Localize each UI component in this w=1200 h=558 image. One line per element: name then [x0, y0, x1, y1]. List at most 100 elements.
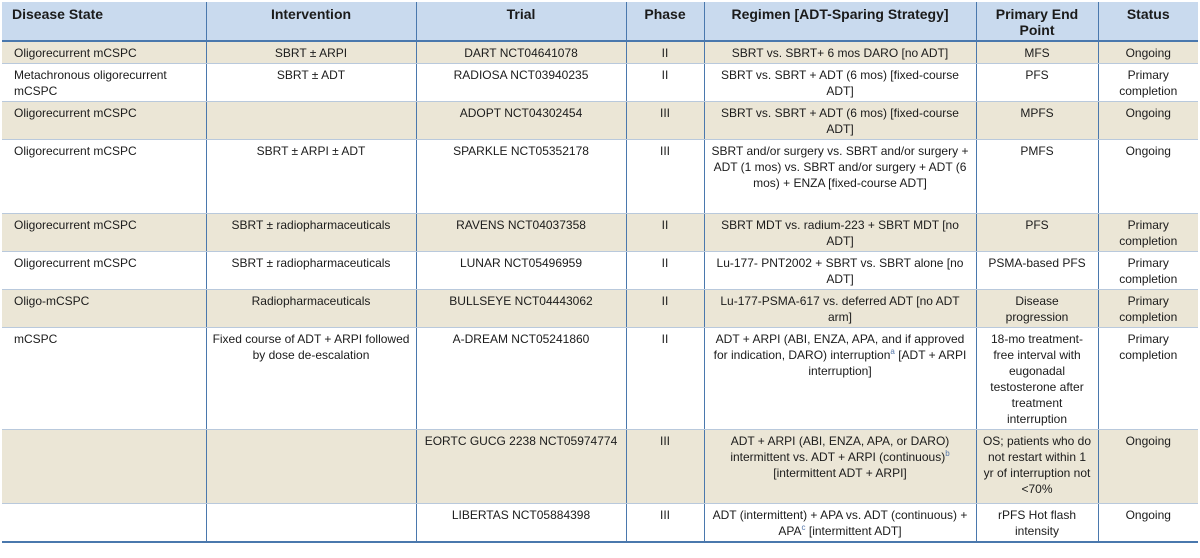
- cell-phase: III: [625, 101, 705, 140]
- cell-phase: II: [625, 251, 705, 290]
- cell-disease-state: Oligorecurrent mCSPC: [2, 251, 207, 290]
- cell-primary-end-point-text: 18-mo treatment-free interval with eugon…: [990, 332, 1084, 426]
- cell-intervention: SBRT ± radiopharmaceuticals: [205, 251, 417, 290]
- cell-phase: III: [625, 429, 705, 504]
- cell-status: Primary completion: [1097, 289, 1198, 328]
- cell-disease-state-text: Oligorecurrent mCSPC: [14, 218, 137, 232]
- cell-status-text: Ongoing: [1125, 434, 1171, 448]
- cell-intervention-text: Radiopharmaceuticals: [251, 294, 371, 308]
- table-row: EORTC GUCG 2238 NCT05974774 III ADT + ARPI…: [2, 429, 1198, 504]
- cell-phase: II: [625, 213, 705, 252]
- cell-trial-text: ADOPT NCT04302454: [459, 106, 583, 120]
- regimen-strategy-text: [intermittent ADT]: [805, 524, 902, 538]
- cell-intervention-text: SBRT ± ARPI ± ADT: [256, 144, 366, 158]
- table-row: Oligorecurrent mCSPC ADOPT NCT04302454 III…: [2, 101, 1198, 140]
- cell-status-text: Ongoing: [1125, 508, 1171, 522]
- cell-trial-text: RADIOSA NCT03940235: [453, 68, 589, 82]
- cell-status-text: Primary completion: [1119, 218, 1178, 248]
- cell-regimen: SBRT vs. SBRT + ADT (6 mos) [fixed-cours…: [703, 101, 977, 140]
- cell-trial: RADIOSA NCT03940235: [415, 63, 627, 102]
- cell-primary-end-point: rPFS Hot flash intensity: [975, 503, 1099, 543]
- cell-regimen-text: SBRT vs. SBRT + ADT (6 mos) [fixed-cours…: [721, 68, 959, 98]
- cell-primary-end-point: Disease progression: [975, 289, 1099, 328]
- cell-primary-end-point-text: OS; patients who do not restart within 1…: [982, 434, 1092, 496]
- cell-phase: II: [625, 63, 705, 102]
- cell-disease-state: Oligorecurrent mCSPC: [2, 41, 207, 64]
- table-row: Metachronous oligorecurrent mCSPC SBRT ± …: [2, 63, 1198, 102]
- cell-status-text: Primary completion: [1119, 256, 1178, 286]
- cell-primary-end-point-text: MFS: [1024, 46, 1050, 60]
- header-row: Disease State Intervention Trial Phase R…: [2, 2, 1198, 42]
- cell-trial: ADOPT NCT04302454: [415, 101, 627, 140]
- cell-status: Primary completion: [1097, 63, 1198, 102]
- cell-intervention: Fixed course of ADT + ARPI followed by d…: [205, 327, 417, 430]
- table-row: Oligorecurrent mCSPC SBRT ± radiopharmace…: [2, 213, 1198, 252]
- header-trial: Trial: [415, 2, 627, 42]
- table-row: Oligorecurrent mCSPC SBRT ± ARPI DART NCT0…: [2, 41, 1198, 64]
- cell-regimen-text: ADT (intermittent) + APA vs. ADT (contin…: [712, 508, 968, 538]
- cell-disease-state: [2, 503, 207, 543]
- cell-trial-text: EORTC GUCG 2238 NCT05974774: [424, 434, 618, 448]
- cell-trial-text: BULLSEYE NCT04443062: [449, 294, 593, 308]
- cell-disease-state: Oligorecurrent mCSPC: [2, 139, 207, 214]
- table-body: Oligorecurrent mCSPC SBRT ± ARPI DART NCT0…: [2, 41, 1198, 543]
- cell-disease-state-text: Metachronous oligorecurrent mCSPC: [14, 68, 167, 98]
- cell-intervention: [205, 503, 417, 543]
- cell-regimen: SBRT vs. SBRT + ADT (6 mos) [fixed-cours…: [703, 63, 977, 102]
- cell-regimen: SBRT and/or surgery vs. SBRT and/or surg…: [703, 139, 977, 214]
- cell-phase-text: III: [659, 144, 670, 158]
- cell-status: Ongoing: [1097, 139, 1198, 214]
- cell-intervention-text: SBRT ± radiopharmaceuticals: [231, 218, 391, 232]
- cell-trial-text: LUNAR NCT05496959: [459, 256, 583, 270]
- cell-primary-end-point-text: rPFS Hot flash intensity: [997, 508, 1077, 538]
- cell-status: Ongoing: [1097, 101, 1198, 140]
- cell-disease-state: mCSPC: [2, 327, 207, 430]
- cell-status: Primary completion: [1097, 251, 1198, 290]
- cell-phase: II: [625, 327, 705, 430]
- cell-trial: LUNAR NCT05496959: [415, 251, 627, 290]
- trials-table: Disease State Intervention Trial Phase R…: [2, 2, 1198, 543]
- cell-phase-text: II: [661, 332, 669, 346]
- footnote-marker: c: [801, 523, 806, 532]
- cell-trial: SPARKLE NCT05352178: [415, 139, 627, 214]
- cell-regimen-text: SBRT MDT vs. radium-223 + SBRT MDT [no A…: [721, 218, 959, 248]
- cell-primary-end-point-text: Disease progression: [1005, 294, 1069, 324]
- footnote-marker: b: [945, 449, 950, 458]
- cell-primary-end-point: PFS: [975, 213, 1099, 252]
- cell-phase: II: [625, 41, 705, 64]
- cell-status-text: Ongoing: [1125, 46, 1171, 60]
- cell-primary-end-point-text: MPFS: [1020, 106, 1054, 120]
- cell-status: Ongoing: [1097, 503, 1198, 543]
- cell-phase-text: III: [659, 508, 670, 522]
- cell-phase-text: II: [661, 256, 669, 270]
- cell-regimen: ADT + ARPI (ABI, ENZA, APA, and if appro…: [703, 327, 977, 430]
- header-disease-state: Disease State: [2, 2, 207, 42]
- cell-trial-text: LIBERTAS NCT05884398: [451, 508, 591, 522]
- cell-disease-state-text: mCSPC: [14, 332, 58, 346]
- cell-regimen: Lu-177-PSMA-617 vs. deferred ADT [no ADT…: [703, 289, 977, 328]
- cell-primary-end-point: 18-mo treatment-free interval with eugon…: [975, 327, 1099, 430]
- cell-status: Primary completion: [1097, 213, 1198, 252]
- cell-trial: DART NCT04641078: [415, 41, 627, 64]
- cell-disease-state-text: Oligorecurrent mCSPC: [14, 46, 137, 60]
- cell-primary-end-point: OS; patients who do not restart within 1…: [975, 429, 1099, 504]
- cell-intervention-text: Fixed course of ADT + ARPI followed by d…: [212, 332, 410, 362]
- cell-regimen-text: SBRT vs. SBRT + ADT (6 mos) [fixed-cours…: [721, 106, 959, 136]
- cell-phase-text: III: [659, 106, 670, 120]
- table-row: Oligorecurrent mCSPC SBRT ± ARPI ± ADT SPA…: [2, 139, 1198, 214]
- cell-disease-state: [2, 429, 207, 504]
- cell-trial-text: A-DREAM NCT05241860: [452, 332, 590, 346]
- cell-intervention-text: SBRT ± ADT: [276, 68, 346, 82]
- header-primary-end-point: Primary End Point: [975, 2, 1099, 42]
- cell-primary-end-point-text: PSMA-based PFS: [988, 256, 1086, 270]
- cell-regimen: ADT (intermittent) + APA vs. ADT (contin…: [703, 503, 977, 543]
- cell-primary-end-point: MPFS: [975, 101, 1099, 140]
- cell-trial: EORTC GUCG 2238 NCT05974774: [415, 429, 627, 504]
- cell-disease-state-text: Oligorecurrent mCSPC: [14, 144, 137, 158]
- cell-regimen-text: SBRT and/or surgery vs. SBRT and/or surg…: [711, 144, 969, 190]
- cell-primary-end-point: PMFS: [975, 139, 1099, 214]
- cell-regimen: ADT + ARPI (ABI, ENZA, APA, or DARO) int…: [703, 429, 977, 504]
- cell-disease-state-text: Oligo-mCSPC: [14, 294, 90, 308]
- cell-regimen-text: ADT + ARPI (ABI, ENZA, APA, or DARO) int…: [730, 434, 950, 464]
- cell-phase-text: II: [661, 218, 669, 232]
